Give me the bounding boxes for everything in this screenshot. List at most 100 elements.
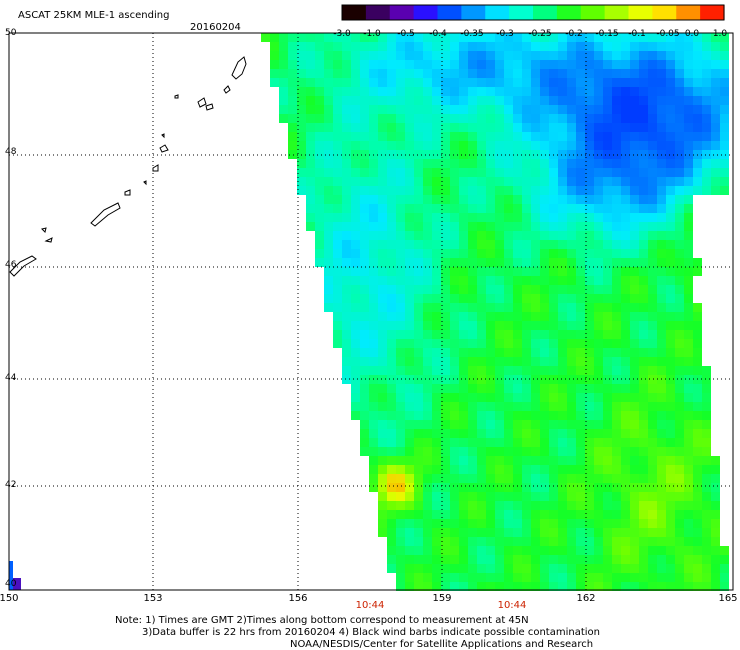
swath-cell <box>639 339 648 348</box>
swath-cell <box>558 240 567 249</box>
swath-cell <box>432 312 441 321</box>
swath-cell <box>576 474 585 483</box>
swath-cell <box>621 429 630 438</box>
swath-cell <box>459 582 468 591</box>
swath-cell <box>576 123 585 132</box>
swath-cell <box>576 105 585 114</box>
swath-cell <box>684 267 693 276</box>
swath-cell <box>459 366 468 375</box>
swath-cell <box>432 105 441 114</box>
swath-cell <box>414 447 423 456</box>
swath-cell <box>558 501 567 510</box>
swath-cell <box>621 438 630 447</box>
swath-cell <box>558 339 567 348</box>
swath-cell <box>495 78 504 87</box>
swath-cell <box>378 339 387 348</box>
swath-cell <box>549 546 558 555</box>
swath-cell <box>414 177 423 186</box>
swath-cell <box>558 168 567 177</box>
swath-cell <box>612 285 621 294</box>
swath-cell <box>558 195 567 204</box>
swath-cell <box>423 213 432 222</box>
swath-cell <box>648 303 657 312</box>
swath-cell <box>711 105 720 114</box>
swath-cell <box>504 501 513 510</box>
swath-cell <box>540 537 549 546</box>
swath-cell <box>540 429 549 438</box>
colorbar-segment <box>580 5 606 20</box>
swath-cell <box>387 60 396 69</box>
swath-cell <box>504 582 513 591</box>
swath-cell <box>657 69 666 78</box>
swath-cell <box>306 33 315 42</box>
swath-cell <box>297 60 306 69</box>
swath-cell <box>504 366 513 375</box>
swath-cell <box>360 168 369 177</box>
swath-cell <box>621 168 630 177</box>
swath-cell <box>558 492 567 501</box>
swath-cell <box>612 123 621 132</box>
swath-cell <box>378 294 387 303</box>
swath-cell <box>441 393 450 402</box>
swath-cell <box>594 213 603 222</box>
swath-cell <box>576 303 585 312</box>
swath-cell <box>630 330 639 339</box>
swath-cell <box>684 96 693 105</box>
swath-cell <box>711 132 720 141</box>
swath-cell <box>702 447 711 456</box>
swath-cell <box>567 132 576 141</box>
swath-cell <box>576 177 585 186</box>
swath-cell <box>711 564 720 573</box>
swath-cell <box>468 375 477 384</box>
swath-cell <box>585 285 594 294</box>
swath-cell <box>495 105 504 114</box>
swath-cell <box>369 429 378 438</box>
swath-cell <box>702 60 711 69</box>
swath-cell <box>333 258 342 267</box>
swath-cell <box>297 105 306 114</box>
swath-cell <box>693 564 702 573</box>
swath-cell <box>693 519 702 528</box>
swath-cell <box>486 330 495 339</box>
swath-cell <box>567 123 576 132</box>
swath-cell <box>405 78 414 87</box>
swath-cell <box>441 159 450 168</box>
swath-cell <box>432 114 441 123</box>
swath-cell <box>486 348 495 357</box>
swath-cell <box>648 33 657 42</box>
swath-cell <box>441 213 450 222</box>
swath-cell <box>540 213 549 222</box>
swath-cell <box>657 222 666 231</box>
swath-cell <box>468 33 477 42</box>
swath-cell <box>342 168 351 177</box>
swath-cell <box>486 411 495 420</box>
swath-cell <box>549 555 558 564</box>
swath-cell <box>396 204 405 213</box>
swath-cell <box>684 132 693 141</box>
swath-cell <box>558 87 567 96</box>
swath-cell <box>657 321 666 330</box>
swath-cell <box>396 42 405 51</box>
swath-cell <box>675 276 684 285</box>
swath-cell <box>666 420 675 429</box>
colorbar-label: -0.05 <box>656 29 680 39</box>
swath-cell <box>666 96 675 105</box>
swath-cell <box>324 177 333 186</box>
swath-cell <box>684 384 693 393</box>
swath-cell <box>585 573 594 582</box>
colorbar-segment <box>676 5 701 20</box>
swath-cell <box>567 501 576 510</box>
swath-cell <box>270 33 279 42</box>
swath-cell <box>306 159 315 168</box>
swath-cell <box>396 60 405 69</box>
swath-cell <box>558 204 567 213</box>
swath-cell <box>369 456 378 465</box>
swath-cell <box>576 114 585 123</box>
swath-cell <box>666 474 675 483</box>
swath-cell <box>504 123 513 132</box>
swath-cell <box>630 411 639 420</box>
swath-cell <box>567 195 576 204</box>
swath-cell <box>342 366 351 375</box>
swath-cell <box>666 231 675 240</box>
swath-cell <box>450 321 459 330</box>
